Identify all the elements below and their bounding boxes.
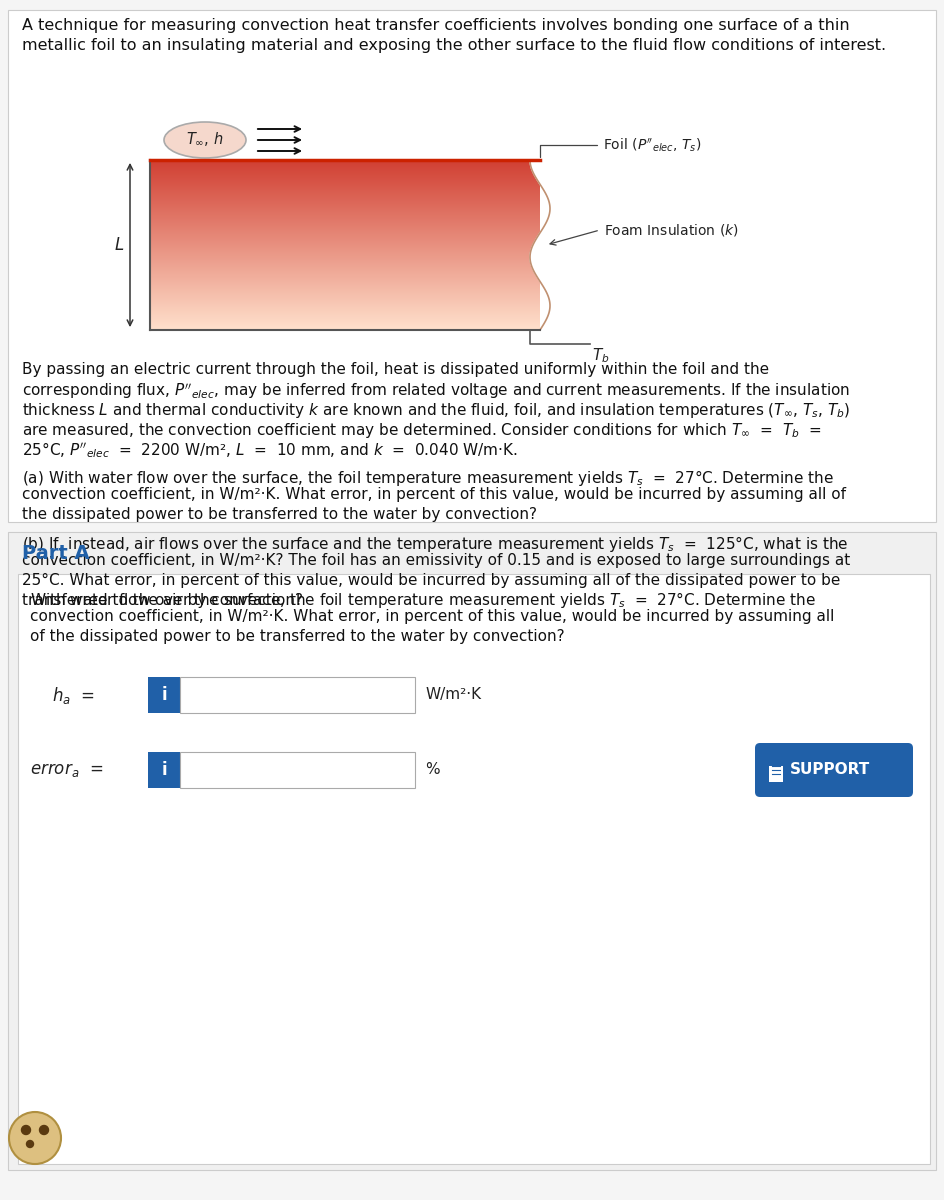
Text: convection coefficient, in W/m²·K? The foil has an emissivity of 0.15 and is exp: convection coefficient, in W/m²·K? The f… [22, 553, 851, 569]
Bar [8, 10, 936, 522]
Bar [180, 677, 415, 713]
Text: the dissipated power to be transferred to the water by convection?: the dissipated power to be transferred t… [22, 506, 537, 522]
Text: A technique for measuring convection heat transfer coefficients involves bonding: A technique for measuring convection hea… [22, 18, 850, 32]
Text: (b) If, instead, air flows over the surface and the temperature measurement yiel: (b) If, instead, air flows over the surf… [22, 534, 849, 554]
Text: (a) With water flow over the surface, the foil temperature measurement yields $T: (a) With water flow over the surface, th… [22, 468, 834, 487]
FancyBboxPatch shape [755, 743, 913, 797]
Text: thickness $L$ and thermal conductivity $k$ are known and the fluid, foil, and in: thickness $L$ and thermal conductivity $… [22, 401, 851, 420]
Text: of the dissipated power to be transferred to the water by convection?: of the dissipated power to be transferre… [30, 629, 565, 644]
Text: W/m²·K: W/m²·K [425, 688, 481, 702]
Text: transferred to the air by convection?: transferred to the air by convection? [22, 593, 303, 607]
Text: $T_{\infty}$, $h$: $T_{\infty}$, $h$ [186, 131, 224, 148]
Text: 25°C, $P''_{elec}$  =  2200 W/m², $L$  =  10 mm, and $k$  =  0.040 W/m·K.: 25°C, $P''_{elec}$ = 2200 W/m², $L$ = 10… [22, 440, 518, 460]
Circle shape [9, 1112, 61, 1164]
Text: By passing an electric current through the foil, heat is dissipated uniformly wi: By passing an electric current through t… [22, 362, 769, 377]
Text: are measured, the convection coefficient may be determined. Consider conditions : are measured, the convection coefficient… [22, 420, 821, 439]
Text: Part A: Part A [22, 544, 90, 563]
Text: corresponding flux, $P''_{elec}$, may be inferred from related voltage and curre: corresponding flux, $P''_{elec}$, may be… [22, 382, 850, 401]
Text: error$_a$  =: error$_a$ = [30, 761, 104, 779]
Text: %: % [425, 762, 440, 778]
Text: i: i [161, 761, 167, 779]
Text: convection coefficient, in W/m²·K. What error, in percent of this value, would b: convection coefficient, in W/m²·K. What … [30, 610, 834, 624]
Bar [8, 532, 936, 1170]
Bar [148, 752, 180, 788]
Ellipse shape [164, 122, 246, 158]
Text: $L$: $L$ [113, 236, 124, 254]
Text: $h_a$  =: $h_a$ = [52, 684, 95, 706]
Bar [180, 752, 415, 788]
Bar [18, 574, 930, 1164]
Circle shape [40, 1126, 48, 1134]
FancyBboxPatch shape [769, 766, 783, 782]
Circle shape [26, 1140, 33, 1147]
Circle shape [22, 1126, 30, 1134]
Text: With water flow over the surface, the foil temperature measurement yields $T_s$ : With water flow over the surface, the fo… [30, 590, 816, 610]
Bar [148, 677, 180, 713]
Text: metallic foil to an insulating material and exposing the other surface to the fl: metallic foil to an insulating material … [22, 38, 886, 53]
Text: i: i [161, 686, 167, 704]
Polygon shape [530, 160, 560, 330]
Text: SUPPORT: SUPPORT [790, 762, 870, 778]
Text: Foam Insulation ($k$): Foam Insulation ($k$) [604, 222, 739, 238]
Text: $T_b$: $T_b$ [592, 346, 610, 365]
Text: 25°C. What error, in percent of this value, would be incurred by assuming all of: 25°C. What error, in percent of this val… [22, 572, 840, 588]
Text: Foil ($P''_{elec}$, $T_s$): Foil ($P''_{elec}$, $T_s$) [603, 136, 701, 154]
Text: convection coefficient, in W/m²·K. What error, in percent of this value, would b: convection coefficient, in W/m²·K. What … [22, 487, 846, 502]
